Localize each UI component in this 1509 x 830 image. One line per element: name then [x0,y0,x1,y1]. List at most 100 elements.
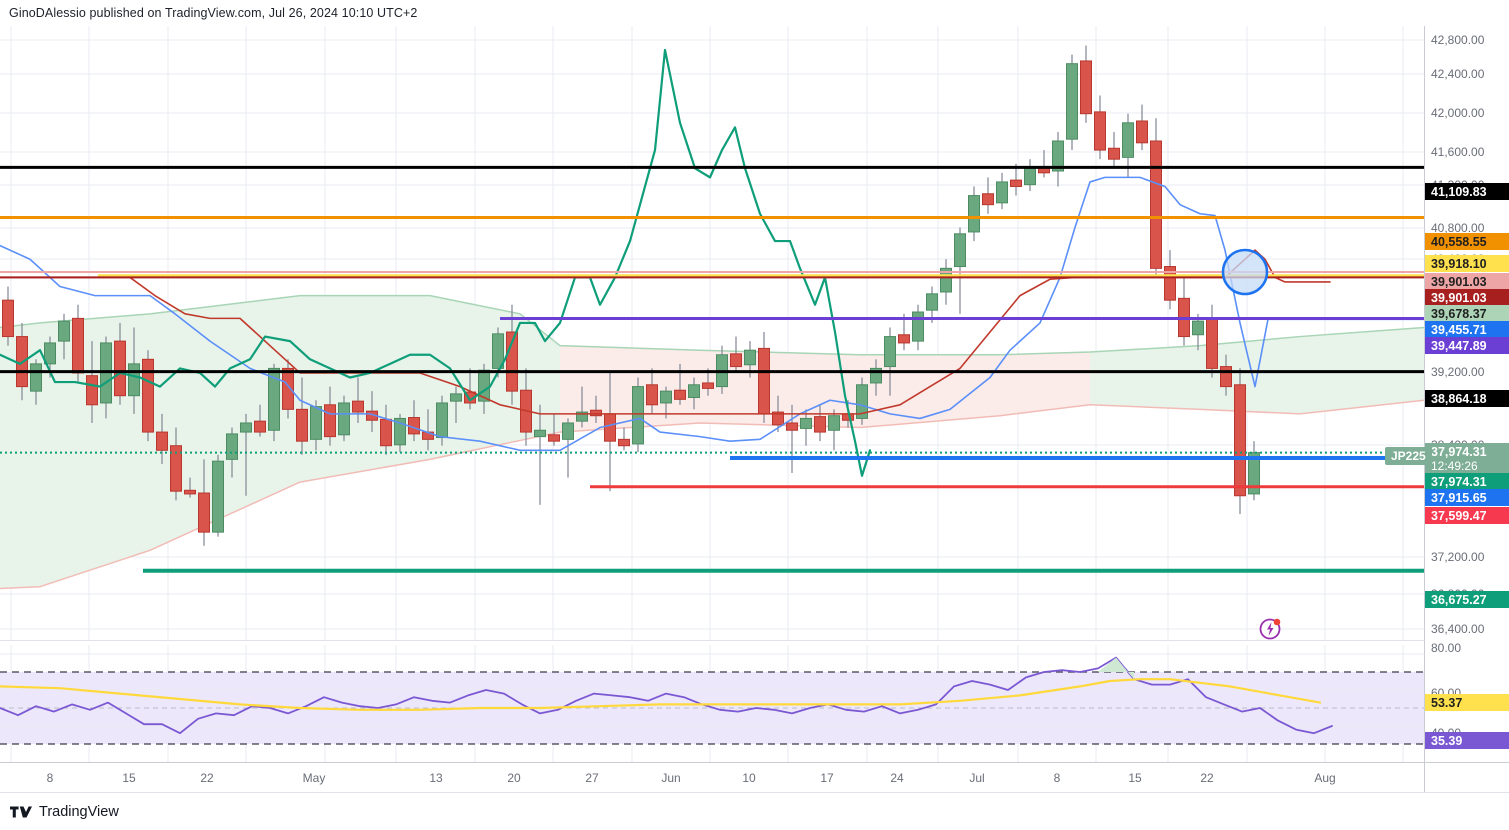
candle-body[interactable] [688,384,700,399]
candle-body[interactable] [1248,452,1260,495]
candle-body[interactable] [1150,140,1162,269]
price-label-purple-level[interactable]: 39,447.89 [1425,337,1509,354]
candle-body[interactable] [128,363,140,397]
candle-body[interactable] [814,416,826,433]
candle-body[interactable] [1010,179,1022,187]
candle-body[interactable] [184,489,196,495]
candle-body[interactable] [870,367,882,384]
candle-body[interactable] [604,413,616,442]
candle-body[interactable] [58,320,70,342]
candle-body[interactable] [772,411,784,426]
candle-body[interactable] [590,409,602,417]
candle-body[interactable] [436,402,448,439]
alert-bolt-icon[interactable] [1259,618,1281,640]
candle-body[interactable] [828,415,840,431]
candle-body[interactable] [450,393,462,402]
candle-body[interactable] [240,422,252,433]
candle-body[interactable] [394,417,406,446]
price-label-pink-level[interactable]: 39,901.03 [1425,273,1509,290]
price-label-orange-level[interactable]: 40,558.55 [1425,233,1509,250]
candle-body[interactable] [44,342,56,365]
candle-body[interactable] [548,434,560,442]
price-label-last-price[interactable]: 37,974.31 12:49:26 [1425,443,1509,474]
price-label-blue-level[interactable]: 39,455.71 [1425,321,1509,338]
price-scale[interactable]: 42,800.0042,400.0042,000.0041,600.0041,3… [1424,26,1509,762]
candle-body[interactable] [30,363,42,392]
tradingview-logo[interactable]: TradingView [10,804,119,820]
price-pane[interactable] [0,26,1424,640]
candle-body[interactable] [72,317,84,374]
candle-body[interactable] [324,404,336,438]
candle-body[interactable] [996,181,1008,204]
candle-body[interactable] [898,334,910,344]
candle-body[interactable] [254,420,266,433]
candle-body[interactable] [1024,167,1036,186]
candle-body[interactable] [618,438,630,447]
candle-body[interactable] [744,349,756,366]
candle-body[interactable] [576,411,588,422]
candle-body[interactable] [884,336,896,368]
candle-body[interactable] [282,367,294,410]
price-label-yellow-level[interactable]: 39,918.10 [1425,255,1509,272]
candle-body[interactable] [352,400,364,413]
candle-body[interactable] [1192,320,1204,336]
rsi-pane[interactable] [0,645,1424,762]
candle-body[interactable] [1206,318,1218,369]
candle-body[interactable] [674,389,686,400]
price-label-support-black[interactable]: 38,864.18 [1425,390,1509,407]
candle-body[interactable] [2,299,14,338]
price-label-rsi-value[interactable]: 35.39 [1425,732,1509,749]
candle-body[interactable] [310,406,322,440]
candle-body[interactable] [506,331,518,392]
candle-body[interactable] [1066,63,1078,140]
candle-body[interactable] [492,333,504,369]
candle-body[interactable] [842,413,854,421]
candle-body[interactable] [1122,122,1134,158]
candle-body[interactable] [632,386,644,445]
price-label-darkred-level[interactable]: 39,901.03 [1425,289,1509,306]
candle-body[interactable] [534,429,546,438]
price-label-close-teal[interactable]: 37,974.31 [1425,473,1509,490]
candle-body[interactable] [660,390,672,404]
candle-body[interactable] [982,193,994,206]
candle-body[interactable] [296,408,308,442]
candle-body[interactable] [968,195,980,233]
candle-body[interactable] [1136,120,1148,144]
candle-body[interactable] [646,384,658,406]
candle-body[interactable] [156,431,168,451]
candle-body[interactable] [226,433,238,460]
candle-body[interactable] [926,293,938,311]
ticker-flag[interactable]: JP225 [1385,447,1432,465]
candle-body[interactable] [114,340,126,397]
candle-body[interactable] [1164,266,1176,301]
candle-body[interactable] [940,267,952,293]
candle-body[interactable] [912,311,924,342]
candle-body[interactable] [198,492,210,533]
candle-body[interactable] [1080,60,1092,115]
candle-body[interactable] [730,353,742,368]
price-label-teal-support[interactable]: 36,675.27 [1425,591,1509,608]
candle-body[interactable] [170,445,182,492]
candle-body[interactable] [1234,384,1246,497]
price-label-blue-support[interactable]: 37,915.65 [1425,489,1509,506]
cross-circle-annotation[interactable] [1221,248,1269,296]
candle-body[interactable] [800,417,812,429]
time-scale[interactable]: 8 15 22 May 13 20 27 Jun 10 17 24 Jul 8 15 22 Aug [0,762,1424,792]
price-label-resistance-black[interactable]: 41,109.83 [1425,183,1509,200]
candle-body[interactable] [142,358,154,433]
candle-body[interactable] [1220,366,1232,388]
candle-body[interactable] [954,233,966,268]
candle-body[interactable] [1108,147,1120,160]
candle-body[interactable] [212,460,224,533]
candle-body[interactable] [1052,140,1064,172]
candle-body[interactable] [338,402,350,436]
candle-body[interactable] [786,422,798,431]
candle-body[interactable] [758,347,770,415]
candle-body[interactable] [702,382,714,389]
price-label-rsi-ma-value[interactable]: 53.37 [1425,694,1509,711]
price-label-greenband-level[interactable]: 39,678.37 [1425,305,1509,322]
candle-body[interactable] [380,418,392,447]
candle-body[interactable] [562,422,574,440]
candle-body[interactable] [268,367,280,431]
candle-body[interactable] [1094,111,1106,151]
